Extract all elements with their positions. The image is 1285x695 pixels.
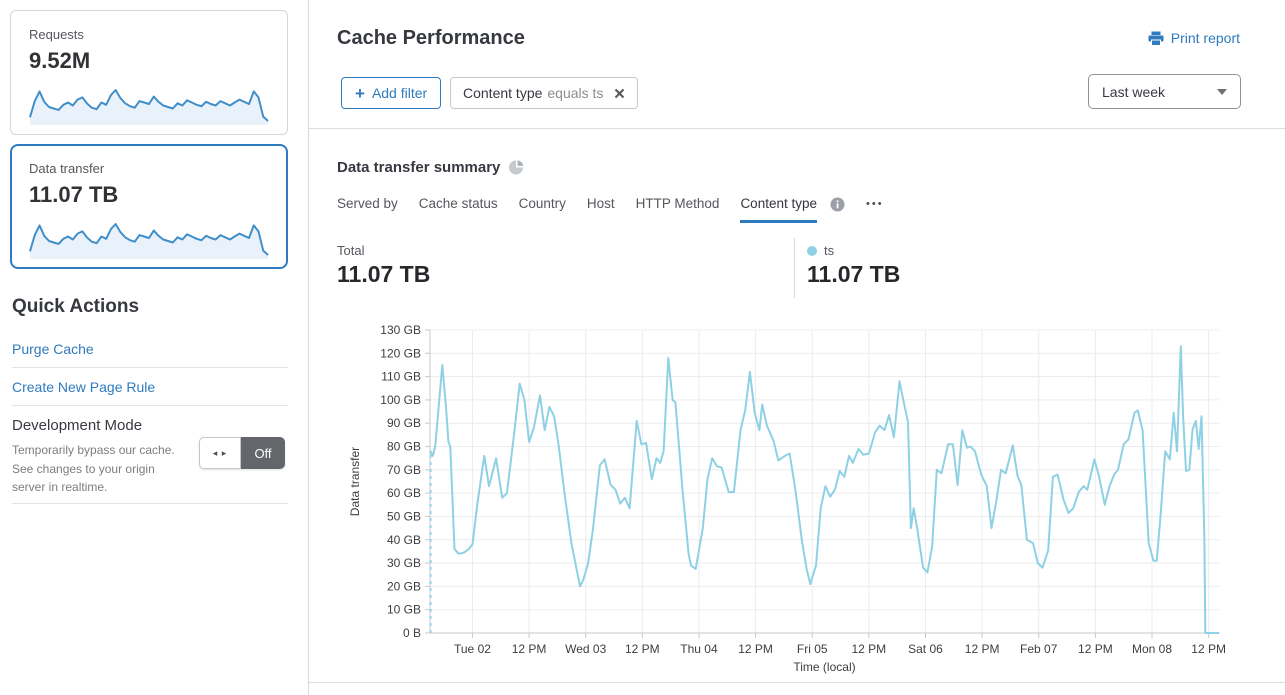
- x-tick-label: 12 PM: [512, 642, 547, 656]
- metric-label: Requests: [29, 27, 84, 42]
- toggle-state-label: Off: [241, 437, 285, 469]
- x-tick-label: Mon 08: [1132, 642, 1172, 656]
- print-report-label: Print report: [1170, 30, 1240, 46]
- x-tick-label: Feb 07: [1020, 642, 1058, 656]
- x-tick-label: 12 PM: [965, 642, 1000, 656]
- series-name: ts: [824, 243, 835, 258]
- info-icon[interactable]: [830, 197, 845, 212]
- filter-condition: equals ts: [547, 85, 604, 101]
- pie-chart-icon: [509, 160, 524, 175]
- x-tick-label: 12 PM: [1078, 642, 1113, 656]
- summary-title: Data transfer summary: [337, 159, 501, 176]
- create-page-rule-link[interactable]: Create New Page Rule: [12, 379, 156, 395]
- main-panel: Cache Performance Print report + Add fil…: [308, 0, 1285, 695]
- y-tick-label: 80 GB: [387, 440, 421, 454]
- total-label: Total: [337, 243, 365, 258]
- time-range-value: Last week: [1102, 83, 1166, 100]
- development-mode-title: Development Mode: [12, 417, 143, 434]
- add-filter-button[interactable]: + Add filter: [341, 77, 442, 109]
- y-tick-label: 110 GB: [381, 370, 421, 384]
- x-tick-label: 12 PM: [852, 642, 887, 656]
- x-tick-label: Tue 02: [454, 642, 491, 656]
- metric-card-data-transfer[interactable]: Data transfer 11.07 TB: [10, 144, 288, 269]
- tab-content-type[interactable]: Content type: [740, 196, 817, 223]
- divider: [12, 367, 288, 368]
- divider: [309, 128, 1285, 129]
- time-range-select[interactable]: Last week: [1088, 74, 1241, 109]
- y-tick-label: 40 GB: [387, 533, 421, 547]
- divider: [309, 682, 1285, 683]
- y-tick-label: 90 GB: [387, 416, 421, 430]
- tab-http-method[interactable]: HTTP Method: [635, 196, 720, 211]
- y-tick-label: 20 GB: [387, 579, 421, 593]
- toggle-arrows-icon: ◂ ▸: [199, 437, 241, 469]
- y-tick-label: 100 GB: [380, 393, 421, 407]
- y-tick-label: 50 GB: [387, 509, 421, 523]
- y-tick-label: 120 GB: [380, 346, 421, 360]
- filter-chip-content-type[interactable]: Content type equals ts: [450, 77, 639, 109]
- x-tick-label: Thu 04: [680, 642, 718, 656]
- metric-label: Data transfer: [29, 161, 105, 176]
- development-mode-description: Temporarily bypass our cache. See change…: [12, 443, 175, 495]
- tab-host[interactable]: Host: [586, 196, 615, 211]
- x-axis-title: Time (local): [793, 660, 855, 674]
- tab-cache-status[interactable]: Cache status: [418, 196, 498, 211]
- divider: [794, 238, 795, 298]
- tab-served-by[interactable]: Served by: [337, 196, 398, 211]
- y-tick-label: 0 B: [403, 626, 421, 640]
- y-tick-label: 30 GB: [387, 556, 421, 570]
- metric-value: 11.07 TB: [29, 182, 119, 207]
- chevron-down-icon: [1217, 88, 1227, 95]
- print-report-link[interactable]: Print report: [1148, 30, 1240, 46]
- page-title: Cache Performance: [337, 27, 525, 49]
- quick-actions-title: Quick Actions: [12, 296, 140, 317]
- y-tick-label: 10 GB: [387, 603, 421, 617]
- y-tick-label: 130 GB: [380, 323, 421, 337]
- legend-item-ts[interactable]: ts: [807, 243, 900, 258]
- x-tick-label: 12 PM: [625, 642, 660, 656]
- divider: [12, 503, 288, 504]
- filter-field: Content type: [463, 85, 543, 101]
- x-tick-label: Sat 06: [908, 642, 943, 656]
- add-filter-label: Add filter: [371, 85, 428, 101]
- x-tick-label: 12 PM: [1191, 642, 1226, 656]
- divider: [12, 405, 288, 406]
- plus-icon: +: [355, 83, 365, 103]
- series-total-value: 11.07 TB: [807, 261, 901, 287]
- x-tick-label: Wed 03: [565, 642, 606, 656]
- data-transfer-sparkline-chart: [29, 223, 269, 259]
- development-mode-toggle[interactable]: ◂ ▸ Off: [199, 437, 285, 469]
- summary-tabs: Served by Cache status Country Host HTTP…: [337, 196, 884, 223]
- y-axis-title: Data transfer: [348, 447, 362, 516]
- x-tick-label: Fri 05: [797, 642, 828, 656]
- total-value: 11.07 TB: [337, 261, 431, 287]
- remove-filter-icon[interactable]: [614, 88, 625, 99]
- sidebar: Requests 9.52M Data transfer 11.07 TB Qu…: [0, 0, 308, 695]
- printer-icon: [1148, 31, 1164, 46]
- y-tick-label: 60 GB: [387, 486, 421, 500]
- data-transfer-chart: 0 B 10 GB 20 GB 30 GB 40 GB 50 GB 60 GB 70 GB 80…: [348, 323, 1226, 674]
- purge-cache-link[interactable]: Purge Cache: [12, 341, 94, 357]
- requests-sparkline-chart: [29, 89, 269, 125]
- series-dot-icon: [807, 245, 817, 256]
- metric-value: 9.52M: [29, 48, 91, 73]
- x-tick-label: 12 PM: [738, 642, 773, 656]
- more-options-button[interactable]: •••: [866, 198, 884, 210]
- y-tick-label: 70 GB: [387, 463, 421, 477]
- tab-country[interactable]: Country: [518, 196, 566, 211]
- metric-card-requests[interactable]: Requests 9.52M: [10, 10, 288, 135]
